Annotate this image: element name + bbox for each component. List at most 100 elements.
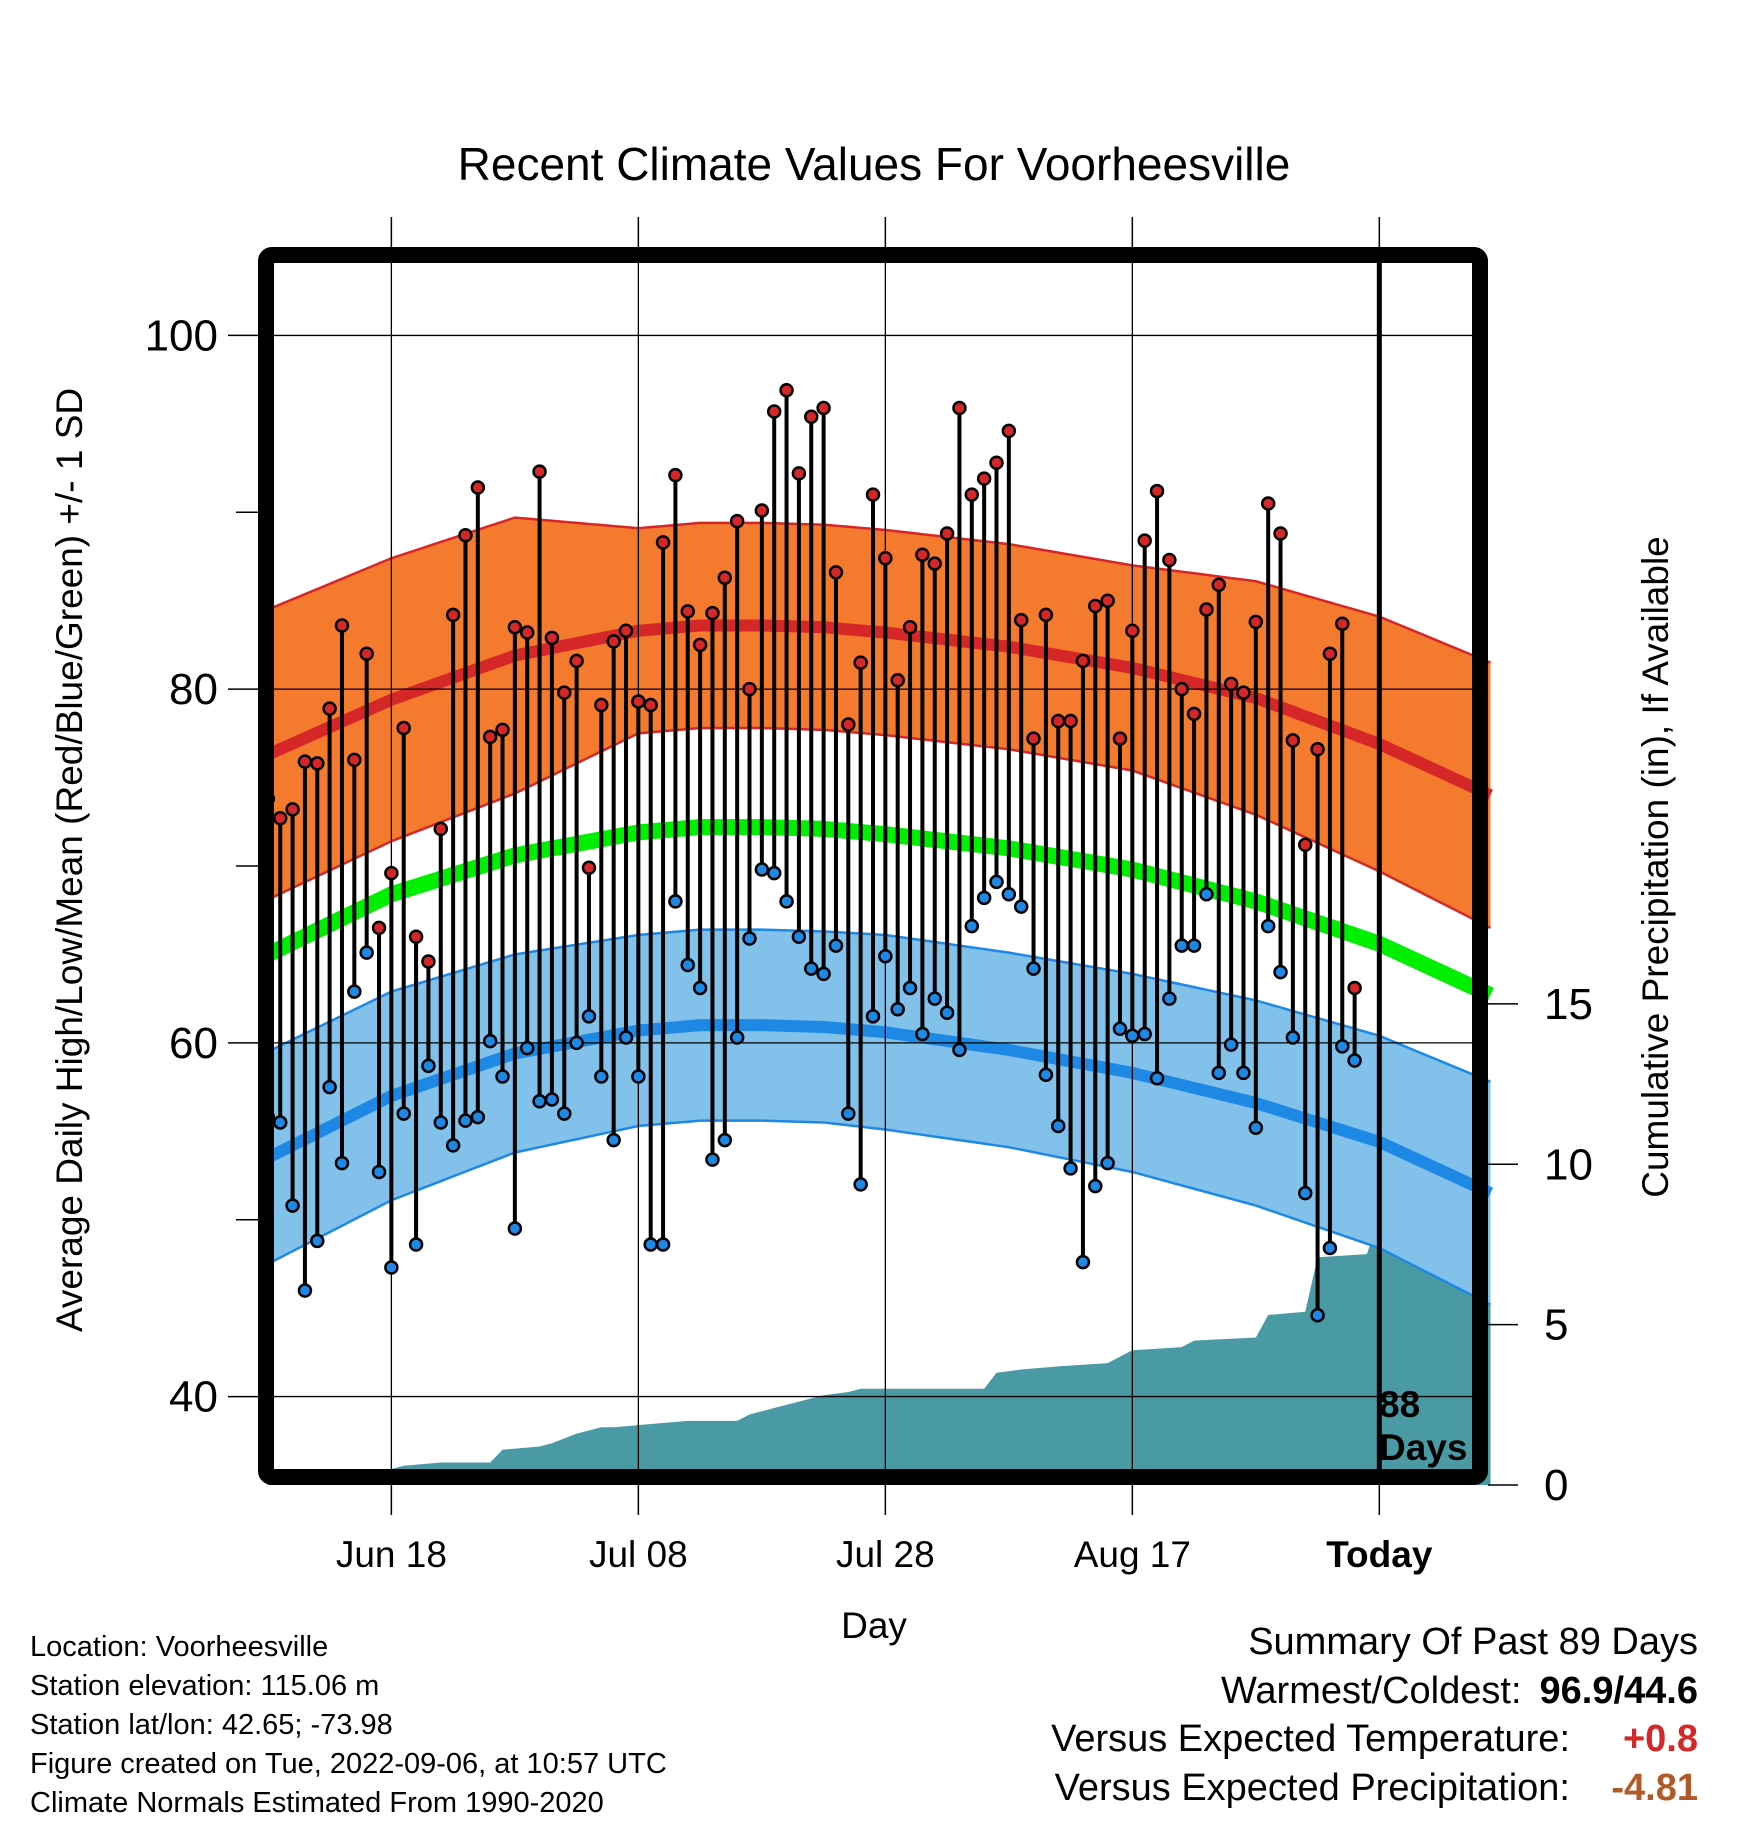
high-point [1199, 602, 1214, 617]
low-point [878, 948, 893, 964]
low-point [310, 1233, 325, 1249]
high-point [421, 954, 436, 969]
meta-normals: Climate Normals Estimated From 1990-2020 [30, 1787, 604, 1819]
daily-points [260, 383, 1362, 1323]
high-point [532, 464, 547, 479]
low-point [507, 1221, 523, 1236]
low-point [1223, 1037, 1239, 1052]
x-tick-label: Jul 08 [589, 1534, 688, 1575]
low-point [1174, 938, 1189, 953]
low-point [989, 874, 1004, 890]
high-point [816, 400, 831, 416]
low-point [1236, 1065, 1251, 1081]
high-point [754, 503, 770, 518]
low-point [754, 862, 770, 877]
high-point [1149, 483, 1165, 499]
high-point [1310, 742, 1325, 757]
low-point [470, 1109, 486, 1125]
high-point [519, 625, 535, 640]
low-point [692, 980, 708, 996]
low-point [371, 1164, 387, 1180]
low-point [927, 991, 942, 1006]
high-point [482, 729, 498, 745]
high-point [1347, 980, 1362, 996]
low-point [853, 1177, 868, 1192]
left-tick-label: 60 [169, 1019, 218, 1068]
low-point [322, 1079, 337, 1095]
high-point [1100, 593, 1115, 608]
low-point [581, 1009, 597, 1024]
high-point [964, 487, 980, 502]
high-point [371, 920, 387, 936]
high-point [458, 528, 473, 543]
right-tick-label: 5 [1544, 1301, 1568, 1350]
low-point [804, 961, 819, 976]
high-point [297, 754, 313, 769]
high-point [865, 487, 881, 502]
high-point [310, 756, 325, 771]
low-point [1199, 887, 1214, 902]
low-point [1063, 1161, 1078, 1176]
high-point [1335, 616, 1350, 631]
low-point [779, 894, 794, 909]
high-point [668, 467, 683, 483]
normals-bands [264, 516, 1494, 1485]
meta-elevation: Station elevation: 115.06 m [30, 1670, 380, 1702]
high-point [581, 860, 597, 876]
high-point [1211, 577, 1227, 593]
summary-warmest-row: Warmest/Coldest: 96.9/44.6 [1051, 1667, 1698, 1716]
high-point [1186, 706, 1202, 722]
high-point [1038, 607, 1054, 623]
high-point [507, 619, 523, 635]
low-point [1322, 1240, 1338, 1256]
low-point [902, 980, 918, 996]
low-point [964, 918, 980, 934]
low-point [841, 1106, 856, 1121]
left-axis: 40 60 80 100 [145, 311, 258, 1422]
low-point [272, 1115, 288, 1130]
low-point [816, 966, 831, 982]
high-point [618, 623, 634, 639]
low-point [532, 1093, 547, 1109]
high-sd-band [267, 517, 1491, 928]
summary-warmest-label: Warmest/Coldest: [1220, 1669, 1522, 1712]
high-point [334, 618, 350, 633]
high-point [569, 653, 584, 669]
x-tick-label: Jul 28 [836, 1534, 935, 1575]
meta-latlon: Station lat/lon: 42.65; -73.98 [30, 1709, 393, 1741]
low-sd-upper-edge [267, 928, 1491, 1083]
high-point [1013, 612, 1029, 628]
low-point [1088, 1178, 1103, 1194]
high-point [1075, 653, 1091, 669]
low-point [1112, 1021, 1128, 1036]
high-point [557, 685, 572, 700]
low-point [1001, 887, 1017, 902]
normal-low-line [265, 1019, 1493, 1199]
x-axis-label: Day [841, 1605, 907, 1646]
low-point [717, 1132, 733, 1148]
high-point [927, 556, 942, 571]
low-point [384, 1260, 399, 1275]
low-point [557, 1106, 572, 1121]
high-point [594, 697, 609, 713]
low-point [655, 1237, 671, 1252]
high-point [631, 694, 646, 709]
high-point [729, 513, 745, 529]
days-count-label: 88 [1379, 1384, 1420, 1425]
low-point [1125, 1028, 1140, 1044]
right-axis-label: Cumulative Precipitation (in), If Availa… [1635, 536, 1676, 1198]
low-point [396, 1106, 411, 1121]
right-axis: 0 5 10 15 [1488, 980, 1593, 1510]
summary-precip-row: Versus Expected Precipitation: -4.81 [1051, 1764, 1698, 1813]
low-point [297, 1283, 313, 1298]
low-point [705, 1152, 720, 1167]
high-point [878, 551, 893, 566]
right-tick-label: 10 [1544, 1140, 1593, 1189]
high-point [322, 701, 337, 716]
x-tick-label: Today [1326, 1534, 1433, 1575]
x-axis: Jun 18 Jul 08 Jul 28 Aug 17 Today [336, 217, 1433, 1575]
meta-location: Location: Voorheesville [30, 1631, 329, 1663]
low-point [915, 1026, 930, 1042]
plot-frame [258, 247, 1488, 1485]
low-point [1013, 899, 1029, 914]
